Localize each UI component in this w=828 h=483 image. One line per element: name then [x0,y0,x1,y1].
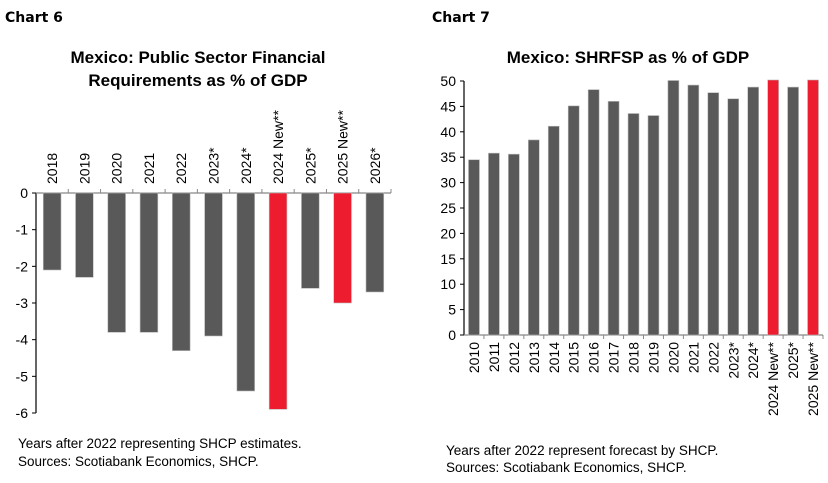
bar-2018 [42,192,62,271]
y-tick-label: 45 [440,98,456,114]
chart6-source: Sources: Scotiabank Economics, SHCP. [18,454,259,469]
bar-2017 [607,101,620,336]
x-tick-label: 2024 New** [270,110,286,184]
bar-2020 [107,192,126,333]
bar-2022 [172,192,191,351]
chart6-plot: 0 -1 -2 -3 -4 -5 -6 2018 2019 2020 2021 2022 2023* 20… [16,110,392,421]
bar-2022 [707,92,720,336]
chart6-label: Chart 6 [5,10,63,26]
y-tick-label: 40 [440,124,456,140]
x-tick-label: 2022 [705,342,721,373]
y-tick-label: 35 [440,149,456,165]
x-tick-label: 2018 [44,153,60,184]
bar-2023- [727,98,740,336]
y-tick-label: -4 [16,332,29,348]
chart7-source: Sources: Scotiabank Economics, SHCP. [446,460,687,475]
bar-2019 [75,192,94,278]
x-tick-label: 2023* [206,147,222,184]
y-tick-label: 5 [448,302,456,318]
x-tick-label: 2024* [745,341,761,378]
bar-2024- [747,86,759,336]
chart6-title-line2: Requirements as % of GDP [88,71,307,90]
chart7-title: Mexico: SHRFSP as % of GDP [507,48,749,67]
y-tick-label: 15 [440,251,456,267]
bar-2025-New- [333,192,352,304]
x-tick-label: 2019 [76,153,92,184]
bar-2021 [139,192,159,333]
x-tick-label: 2016 [586,342,602,373]
x-tick-label: 2023* [725,341,741,378]
y-tick-label: 30 [440,175,456,191]
y-tick-label: 0 [20,185,28,201]
y-tick-label: 50 [440,73,456,89]
x-tick-label: 2025 New** [805,341,821,415]
y-tick-label: 10 [440,276,456,292]
x-tick-label: 2021 [141,153,157,184]
x-tick-label: 2026* [367,147,383,184]
x-tick-label: 2011 [486,342,502,372]
bar-2019 [647,115,660,336]
y-tick-label: -2 [16,258,29,274]
bar-2021 [687,84,700,336]
y-tick-label: -5 [16,368,29,384]
x-tick-label: 2022 [173,153,189,184]
bar-2023- [204,192,223,337]
chart7-label: Chart 7 [432,10,490,26]
y-tick-label: 25 [440,200,456,216]
bar-2026- [365,192,385,293]
x-tick-label: 2024 New** [765,341,781,415]
x-tick-label: 2010 [466,342,482,373]
bar-2025-New- [807,79,819,336]
bar-2011 [488,152,500,336]
y-tick-label: -3 [16,295,29,311]
y-tick-label: -1 [16,222,29,238]
bar-2024-New- [767,79,779,336]
x-tick-label: 2020 [109,153,125,184]
x-tick-label: 2018 [626,342,642,373]
x-tick-label: 2015 [566,342,582,373]
bar-2016 [587,89,600,336]
bar-2024-New- [268,192,288,410]
bar-2013 [528,139,540,336]
x-tick-label: 2025* [785,341,801,378]
x-tick-label: 2024* [238,147,254,184]
bar-2014 [547,125,560,336]
bar-2024- [236,192,255,392]
x-tick-label: 2020 [665,342,681,373]
chart7-note: Years after 2022 represent forecast by S… [446,443,718,458]
y-tick-label: 20 [440,225,456,241]
x-tick-label: 2014 [546,342,562,373]
x-tick-label: 2019 [645,342,661,373]
y-tick-label: 0 [448,327,456,343]
chart6-note: Years after 2022 representing SHCP estim… [18,436,302,451]
bar-2012 [508,153,520,336]
bar-2010 [468,159,480,336]
bar-2025- [301,192,320,289]
x-tick-label: 2012 [506,342,522,373]
y-tick-label: -6 [16,405,29,421]
x-tick-label: 2013 [526,342,542,373]
x-tick-label: 2025 New** [335,110,351,184]
x-tick-label: 2021 [685,342,701,373]
chart6-title-line1: Mexico: Public Sector Financial [70,48,325,67]
bar-2020 [667,80,680,336]
x-tick-label: 2017 [606,342,622,373]
bar-2015 [567,105,580,336]
bar-2018 [627,113,640,336]
x-tick-label: 2025* [302,147,318,184]
bar-2025- [787,86,799,336]
